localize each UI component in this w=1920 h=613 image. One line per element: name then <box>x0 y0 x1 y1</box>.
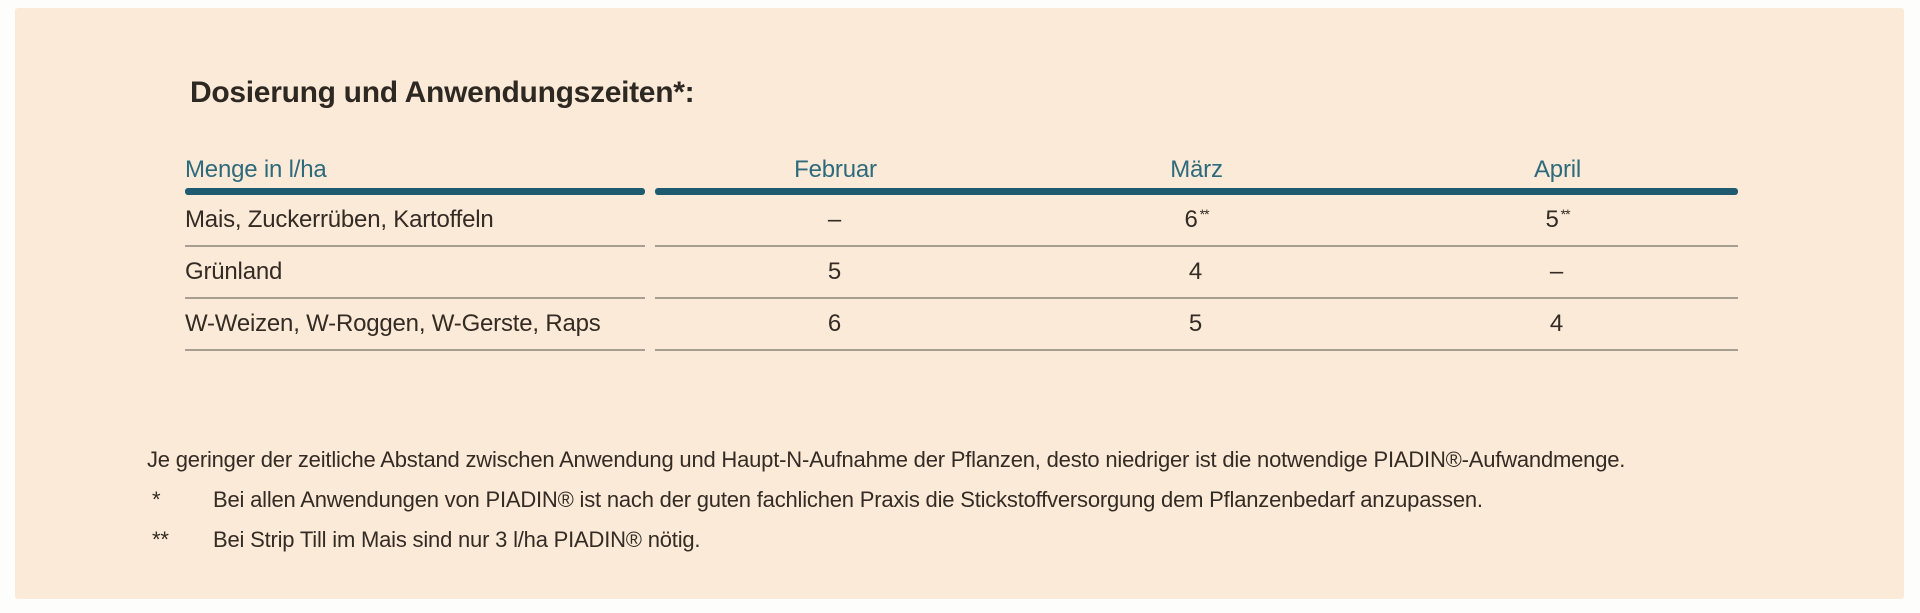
cell-value: 4 <box>1188 258 1203 285</box>
cell-april: 5 ** <box>1377 206 1738 234</box>
cell-april: – <box>1377 258 1738 286</box>
row-label: Grünland <box>185 258 283 285</box>
cell-maerz: 5 <box>1016 310 1377 338</box>
note-general: Je geringer der zeitliche Abstand zwisch… <box>147 440 1767 480</box>
header-rule <box>185 188 1738 195</box>
cell-value: – <box>827 206 842 233</box>
column-header-februar: Februar <box>794 156 877 183</box>
cell-footnote-mark: ** <box>1560 206 1571 222</box>
note-text: Bei Strip Till im Mais sind nur 3 l/ha P… <box>213 527 701 552</box>
row-label: Mais, Zuckerrüben, Kartoffeln <box>185 206 494 233</box>
note-marker: * <box>152 487 161 512</box>
content-panel: Dosierung und Anwendungszeiten*: Menge i… <box>15 8 1904 599</box>
cell-value: 5 <box>1188 310 1203 337</box>
table-row-mais: Mais, Zuckerrüben, Kartoffeln – 6 ** 5 ** <box>185 195 1738 247</box>
header-rule-gap <box>645 188 655 195</box>
cell-maerz: 4 <box>1016 258 1377 286</box>
cell-value: 5 <box>1545 206 1559 233</box>
month-headers: Februar März April <box>655 157 1738 183</box>
cell-value: 4 <box>1549 310 1564 337</box>
row-label-cell: Mais, Zuckerrüben, Kartoffeln <box>185 195 645 247</box>
header-rule-segment-left <box>185 188 645 195</box>
dosage-table: Menge in l/ha Februar März April Mais, Z… <box>185 157 1738 351</box>
cell-footnote-mark: ** <box>1199 206 1210 222</box>
cell-value: – <box>1549 258 1564 285</box>
table-header-row: Menge in l/ha Februar März April <box>185 157 1738 188</box>
row-values: – 6 ** 5 ** <box>655 195 1738 247</box>
cell-februar: – <box>655 206 1016 234</box>
cell-value: 5 <box>827 258 842 285</box>
note-single-asterisk: * Bei allen Anwendungen von PIADIN® ist … <box>147 480 1767 520</box>
cell-value: 6 <box>827 310 842 337</box>
cell-februar: 6 <box>655 310 1016 338</box>
cell-maerz: 6 ** <box>1016 206 1377 234</box>
note-marker: ** <box>152 527 169 552</box>
row-label-cell: Grünland <box>185 247 645 299</box>
column-header-menge: Menge in l/ha <box>185 156 327 183</box>
header-rule-segment-right <box>655 188 1738 195</box>
row-label: W-Weizen, W-Roggen, W-Gerste, Raps <box>185 310 601 337</box>
table-row-getreide: W-Weizen, W-Roggen, W-Gerste, Raps 6 5 4 <box>185 299 1738 351</box>
footnotes: Je geringer der zeitliche Abstand zwisch… <box>147 440 1767 560</box>
column-header-maerz: März <box>1170 156 1223 183</box>
row-values: 5 4 – <box>655 247 1738 299</box>
row-label-cell: W-Weizen, W-Roggen, W-Gerste, Raps <box>185 299 645 351</box>
cell-value: 6 <box>1184 206 1198 233</box>
note-text: Je geringer der zeitliche Abstand zwisch… <box>147 447 1626 472</box>
cell-februar: 5 <box>655 258 1016 286</box>
note-double-asterisk: ** Bei Strip Till im Mais sind nur 3 l/h… <box>147 520 1767 560</box>
table-row-gruenland: Grünland 5 4 – <box>185 247 1738 299</box>
cell-april: 4 <box>1377 310 1738 338</box>
page-title: Dosierung und Anwendungszeiten*: <box>190 76 695 109</box>
note-text: Bei allen Anwendungen von PIADIN® ist na… <box>213 487 1483 512</box>
column-header-april: April <box>1533 156 1581 183</box>
row-values: 6 5 4 <box>655 299 1738 351</box>
